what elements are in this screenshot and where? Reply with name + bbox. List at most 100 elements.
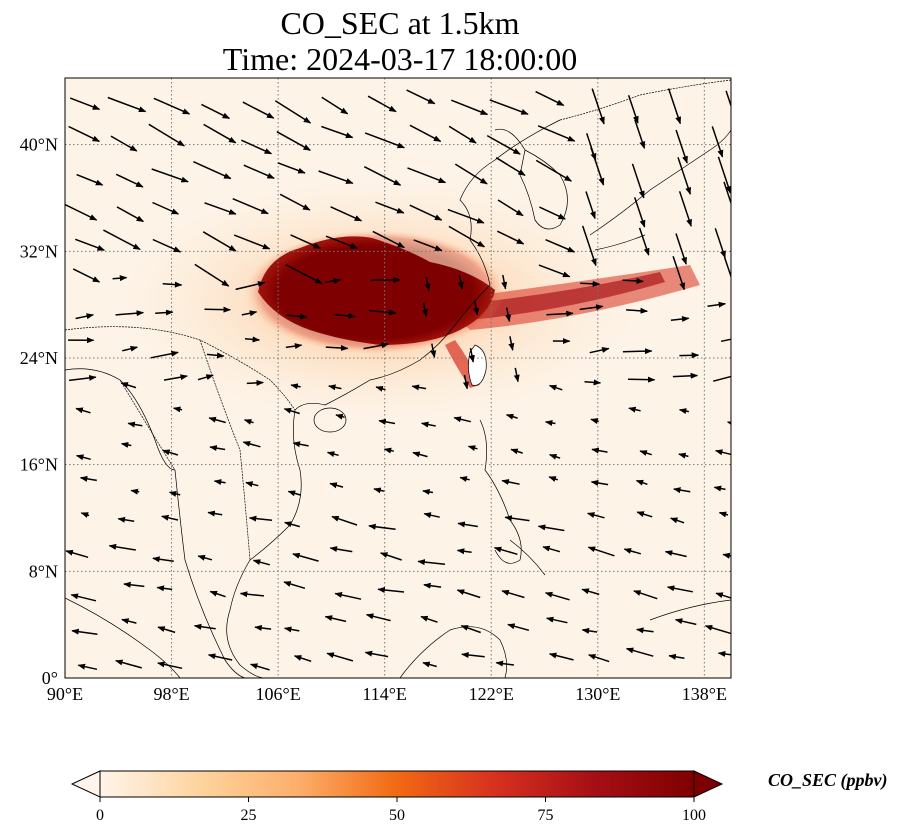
wind-arrow [513,367,520,383]
wind-arrow [422,661,437,668]
wind-arrow [75,454,91,461]
wind-arrow [634,119,646,150]
wind-arrow [495,660,514,667]
wind-arrow [546,310,574,317]
wind-arrow [172,406,183,413]
wind-arrow [120,441,132,448]
wind-arrow [375,385,386,392]
wind-arrow [581,627,598,634]
wind-arrow [290,234,322,249]
wind-arrow [580,280,601,287]
wind-arrow [421,302,428,318]
wind-arrow [430,343,437,359]
colorbar-high-extension [693,770,724,798]
colorbar-tick-label: 100 [682,807,706,824]
wind-arrow [130,488,140,495]
wind-arrow [631,163,645,199]
wind-arrow [207,510,223,517]
wind-arrow [453,416,471,423]
wind-arrow [501,479,520,485]
wind-arrow [287,490,302,497]
wind-arrow [707,301,727,308]
wind-arrow [535,90,565,107]
wind-arrow [714,449,731,456]
wind-arrow [68,125,101,143]
wind-arrow [77,663,98,671]
wind-arrow [72,268,101,283]
wind-arrow [110,135,138,152]
wind-arrow [375,201,405,214]
wind-arrow [243,164,275,179]
wind-arrow [122,345,139,352]
longitude-tick-label: 106°E [256,684,301,704]
wind-arrow [368,523,396,531]
wind-arrow [459,476,470,483]
wind-arrow [422,489,434,495]
wind-arrow [535,159,573,182]
wind-arrow [636,511,653,518]
wind-arrow [325,345,349,351]
wind-arrow [717,650,731,657]
wind-arrow [674,618,697,626]
wind-arrow [411,384,427,391]
wind-arrow [678,408,690,415]
wind-arrow [542,545,561,553]
wind-arrow [417,559,446,566]
wind-arrow [625,647,654,657]
wind-arrow [679,352,700,359]
longitude-tick-label: 138°E [682,684,727,704]
wind-arrow [365,613,391,622]
wind-arrow [209,445,226,452]
wind-arrow [115,310,145,317]
wind-arrow [115,173,144,188]
wind-arrow [153,97,191,115]
wind-arrow [75,313,95,320]
wind-arrow [666,585,693,593]
wind-arrow [628,406,641,413]
wind-arrow [330,206,363,222]
wind-arrow [539,206,566,220]
wind-arrow [284,521,300,528]
wind-arrow [152,238,182,253]
wind-arrow [194,263,230,287]
latitude-tick-labels: 0° 8°N 16°N 24°N 32°N 40°N [20,135,58,688]
wind-arrow [157,661,183,670]
wind-arrow [328,384,342,391]
wind-arrow [112,275,128,282]
latitude-tick-label: 8°N [29,561,58,581]
wind-arrow [241,310,258,317]
wind-arrow [664,550,687,558]
wind-arrow [197,374,214,381]
wind-arrow [379,552,402,561]
wind-arrow [581,225,597,267]
wind-arrow [457,275,464,290]
wind-arrow [713,373,731,382]
wind-arrow [107,96,147,113]
wind-arrow [420,421,436,428]
colorbar-tick-label: 75 [538,807,554,824]
map-title-line-2: Time: 2024-03-17 18:00:00 [222,41,578,77]
wind-arrow [407,167,447,184]
wind-arrow [325,277,342,284]
wind-arrow [633,590,658,600]
longitude-tick-label: 98°E [153,684,189,704]
wind-arrow [201,103,231,120]
wind-arrow [548,476,559,482]
wind-arrow [673,487,691,494]
wind-arrow [372,230,405,249]
wind-arrow [636,627,654,634]
wind-arrow [293,655,312,663]
wind-arrow [590,418,599,424]
wind-arrow [456,589,481,599]
wind-arrow [677,157,692,195]
wind-arrow [235,281,266,291]
wind-arrow [461,652,485,659]
wind-arrow [501,589,525,599]
wind-arrow [675,129,688,164]
wind-arrow [495,157,526,177]
wind-arrow [638,227,650,256]
wind-arrow [406,89,436,105]
colorbar-title: CO_SEC (ppbv) [768,770,888,790]
wind-arrow [675,233,687,265]
wind-arrow [668,653,685,660]
